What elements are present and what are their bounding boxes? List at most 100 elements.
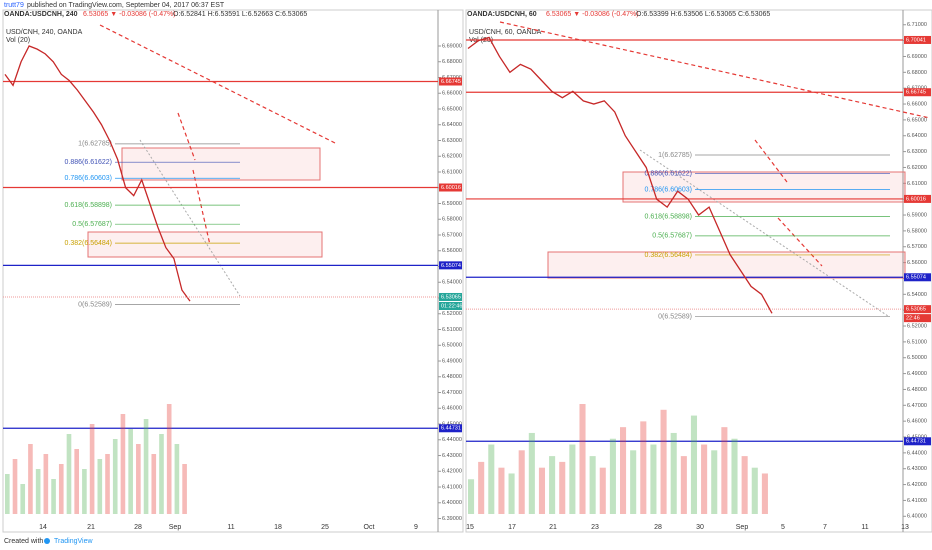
level-tag xyxy=(439,424,462,433)
x-tick-label: 7 xyxy=(823,524,827,531)
countdown: 22:46 xyxy=(906,316,920,322)
y-tick-label: 6.71000 xyxy=(907,22,927,28)
volume-bar xyxy=(751,467,758,514)
volume-bar xyxy=(579,404,586,514)
volume-bar xyxy=(51,479,56,514)
level-label: 6.55074 xyxy=(906,275,926,281)
volume-bar xyxy=(478,461,485,514)
volume-bar xyxy=(128,429,133,514)
y-tick-label: 6.41000 xyxy=(907,498,927,504)
trend-arrow xyxy=(499,21,931,119)
trend-arrow xyxy=(754,139,788,183)
volume-bar xyxy=(690,415,698,514)
y-tick-label: 6.44000 xyxy=(907,450,927,456)
user[interactable]: trutt79 xyxy=(4,2,24,9)
level-tag xyxy=(439,261,462,270)
y-tick-label: 6.43000 xyxy=(907,466,927,472)
volume-bar xyxy=(66,434,72,514)
y-tick-label: 6.50000 xyxy=(442,343,462,349)
volume-bar xyxy=(136,444,141,514)
legend: USD/CNH, 240, OANDA xyxy=(6,29,83,36)
countdown-tag xyxy=(439,301,462,310)
volume-bar xyxy=(620,427,627,514)
volume-bar xyxy=(670,432,677,514)
volume-bar xyxy=(105,454,110,514)
y-tick-label: 6.66000 xyxy=(907,101,927,107)
y-tick-label: 6.62000 xyxy=(442,154,462,160)
last-change: 6.53065 ▼ -0.03086 (-0.47%) xyxy=(546,11,639,18)
y-tick-label: 6.65000 xyxy=(442,106,462,112)
countdown: 01:22:46 xyxy=(441,303,462,309)
trend-arrow xyxy=(177,112,196,161)
volume-bar xyxy=(488,444,495,514)
y-tick-label: 6.63000 xyxy=(442,138,462,144)
y-tick-label: 6.42000 xyxy=(907,482,927,488)
level-label: 6.70041 xyxy=(906,37,926,43)
volume-bar xyxy=(559,461,566,514)
volume-bar xyxy=(112,439,118,514)
x-tick-label: 21 xyxy=(549,524,557,531)
trend-arrow xyxy=(777,217,823,267)
y-tick-label: 6.69000 xyxy=(442,43,462,49)
volume-bar xyxy=(721,427,728,514)
trend-arrow xyxy=(192,169,211,246)
symbol-info: OANDA:USDCNH, 60 xyxy=(467,11,537,18)
volume-bar xyxy=(97,459,103,514)
volume-bar xyxy=(609,438,616,514)
volume-bar xyxy=(143,419,149,514)
symbol-info: OANDA:USDCNH, 240 xyxy=(4,11,78,18)
y-tick-label: 6.43000 xyxy=(442,453,462,459)
y-tick-label: 6.66000 xyxy=(442,91,462,97)
x-tick-label: 28 xyxy=(654,524,662,531)
zone xyxy=(121,147,321,181)
zone xyxy=(87,231,323,258)
fib-label: 0.786(6.60603) xyxy=(65,175,112,182)
volume-bar xyxy=(518,450,525,514)
volume-bar xyxy=(182,464,187,514)
price-line xyxy=(467,36,773,314)
brand[interactable]: TradingView xyxy=(54,538,93,545)
trend-arrow xyxy=(99,24,336,144)
level-tag xyxy=(904,273,931,282)
volume-bar xyxy=(20,484,26,514)
x-tick-label: 21 xyxy=(87,524,95,531)
y-tick-label: 6.46000 xyxy=(907,419,927,425)
price-label: 6.53065 xyxy=(906,307,926,313)
fib-label: 0(6.52589) xyxy=(78,301,112,308)
volume-bar xyxy=(680,456,687,514)
y-tick-label: 6.46000 xyxy=(442,406,462,412)
volume-bar xyxy=(5,474,10,514)
volume-bar xyxy=(761,473,768,514)
volume-bar xyxy=(468,479,475,514)
volume-bar xyxy=(660,409,667,514)
logo xyxy=(44,538,50,544)
y-tick-label: 6.39000 xyxy=(442,516,462,522)
price-line xyxy=(4,45,191,302)
y-tick-label: 6.41000 xyxy=(442,484,462,490)
created: Created with xyxy=(4,538,43,545)
x-tick-label: 11 xyxy=(861,524,868,531)
volume-bar xyxy=(35,469,41,514)
x-tick-label: 28 xyxy=(134,524,142,531)
y-tick-label: 6.52000 xyxy=(907,323,927,329)
level-label: 6.55074 xyxy=(441,263,461,269)
y-tick-label: 6.44000 xyxy=(442,437,462,443)
x-tick-label: 5 xyxy=(781,524,785,531)
y-tick-label: 6.68000 xyxy=(442,59,462,65)
level-tag xyxy=(904,437,931,446)
level-tag xyxy=(904,88,931,97)
y-tick-label: 6.49000 xyxy=(442,358,462,364)
level-label: 6.60016 xyxy=(906,196,926,202)
y-tick-label: 6.54000 xyxy=(907,292,927,298)
volume-bar xyxy=(589,456,596,514)
volume-bar xyxy=(82,469,87,514)
x-tick-label: 23 xyxy=(591,524,599,531)
ohlc: O:6.52841 H:6.53591 L:6.52663 C:6.53065 xyxy=(173,11,307,18)
y-tick-label: 6.57000 xyxy=(442,232,462,238)
y-tick-label: 6.49000 xyxy=(907,371,927,377)
y-tick-label: 6.51000 xyxy=(907,339,927,345)
volume-bar xyxy=(28,444,33,514)
y-tick-label: 6.54000 xyxy=(442,280,462,286)
volume-bar xyxy=(650,444,657,514)
volume-bar xyxy=(538,467,546,514)
